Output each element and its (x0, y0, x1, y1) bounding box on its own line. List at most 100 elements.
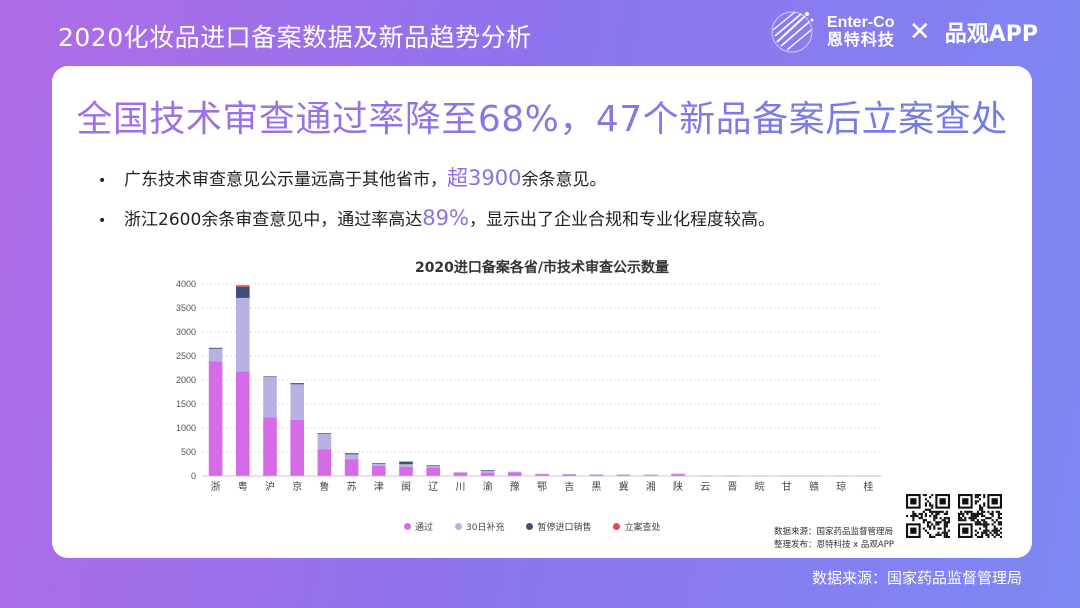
stacked-bar-chart: 0 500 1000 1500 2000 2500 3000 3500 4000 浙 粤 沪 京 鲁 苏 津 闽… (176, 279, 882, 493)
bullet-dot-icon: • (98, 173, 107, 189)
bar-segment (508, 472, 522, 476)
x-tick-label: 黑 (591, 481, 601, 493)
bar-segment (616, 474, 631, 476)
bar-segment (290, 383, 304, 385)
bar-segment (236, 285, 250, 287)
y-tick-label: 1500 (176, 399, 196, 409)
legend-swatch-icon (526, 523, 534, 530)
chart-credit: 数据来源：国家药品监督管理局 整理发布：恩特科技 x 品观APP (774, 526, 894, 552)
y-tick-label: 2000 (176, 375, 196, 385)
bullet-item: • 广东技术审查意见公示量远高于其他省市，超3900余条意见。 (98, 162, 775, 192)
y-tick-label: 0 (191, 471, 196, 481)
bar-segment (589, 474, 604, 476)
legend-item: 立案查处 (613, 520, 661, 533)
bullet-text: 广东技术审查意见公示量远高于其他省市， (124, 170, 447, 190)
brand-text: Enter-Co 恩特科技 (826, 14, 895, 49)
bar-segment (236, 286, 250, 298)
brand-area: Enter-Co 恩特科技 ✕ 品观APP (767, 8, 1038, 56)
qr-code-icon (906, 494, 950, 538)
x-tick-label: 晋 (727, 481, 737, 493)
bar-segment (208, 348, 223, 362)
x-tick-label: 粤 (238, 480, 248, 493)
x-tick-label: 渝 (483, 480, 493, 493)
bar-segment (317, 433, 332, 450)
x-tick-label: 豫 (510, 480, 520, 493)
bar-segment (508, 471, 522, 473)
bar-segment (616, 474, 631, 476)
bullet-text: ，显示出了企业合规和专业化程度较高。 (468, 210, 775, 230)
bar-segment (644, 474, 658, 476)
bar-segment (399, 464, 413, 467)
enterco-logo-icon (771, 11, 814, 53)
page-title: 2020化妆品进口备案数据及新品趋势分析 (58, 23, 532, 52)
partner-name: 品观APP (944, 22, 1038, 47)
bar-segment (263, 376, 277, 377)
legend-item: 30日补充 (455, 520, 504, 533)
x-tick-label: 川 (455, 482, 465, 493)
bar-segment (263, 417, 277, 476)
x-tick-label: 皖 (755, 480, 765, 493)
bar-segment (480, 472, 495, 476)
x-tick-label: 辽 (428, 481, 438, 493)
bar-segment (290, 384, 304, 420)
brand-name-en: Enter-Co (826, 14, 895, 32)
bar-segment (671, 473, 685, 475)
bullet-text: 浙江2600余条审查意见中，通过率高达 (124, 210, 423, 230)
x-tick-label: 浙 (211, 481, 221, 493)
bar-segment (453, 472, 468, 473)
bar-segment (236, 371, 250, 476)
bar-segment (480, 470, 495, 473)
y-tick-label: 2500 (176, 351, 196, 361)
x-tick-label: 甘 (782, 480, 792, 493)
bullet-highlight: 超3900 (447, 166, 522, 190)
legend-label: 30日补充 (466, 523, 505, 533)
bar-segment (480, 470, 495, 471)
x-tick-label: 闽 (401, 480, 411, 493)
bar-segment (344, 459, 359, 476)
x-tick-label: 湘 (646, 480, 656, 493)
bar-segment (426, 465, 440, 468)
bar-segment (372, 463, 386, 466)
legend-swatch-icon (455, 523, 463, 530)
legend-item: 通过 (404, 520, 433, 533)
bar-segment (535, 474, 549, 476)
x-tick-label: 赣 (809, 480, 819, 493)
bar-segment (208, 361, 223, 476)
x-tick-label: 京 (292, 480, 302, 493)
brand-name-cn: 恩特科技 (826, 30, 895, 49)
bar-segment (644, 474, 658, 476)
x-tick-label: 冀 (619, 480, 629, 493)
legend-swatch-icon (404, 523, 411, 530)
bar-segment (290, 419, 304, 476)
x-tick-label: 沪 (265, 480, 275, 493)
bar-segment (562, 474, 576, 475)
bar-segment (317, 449, 332, 476)
bar-segment (372, 465, 386, 476)
cross-icon: ✕ (908, 17, 931, 47)
x-tick-label: 鲁 (319, 480, 329, 493)
bar-segment (671, 474, 685, 476)
footer-source: 数据来源：国家药品监督管理局 (811, 569, 1022, 587)
bullet-list: • 广东技术审查意见公示量远高于其他省市，超3900余条意见。 • 浙江2600… (98, 162, 775, 243)
bar-segment (236, 297, 250, 372)
y-tick-label: 500 (181, 447, 196, 457)
bar-segment (535, 473, 549, 475)
bar-segment (426, 467, 440, 476)
x-tick-label: 桂 (863, 480, 873, 493)
headline: 全国技术审查通过率降至68%，47个新品备案后立案查处 (52, 90, 1032, 142)
bullet-text: 余条意见。 (521, 170, 607, 190)
legend-item: 暂停进口销售 (526, 520, 591, 533)
x-tick-label: 鄂 (537, 481, 547, 493)
x-tick-label: 琼 (836, 480, 846, 493)
bar-segment (344, 454, 359, 460)
x-tick-label: 津 (374, 481, 384, 493)
credit-publisher: 整理发布：恩特科技 x 品观APP (773, 540, 894, 551)
legend-label: 暂停进口销售 (537, 523, 592, 533)
legend-label: 通过 (415, 523, 434, 533)
credit-source: 数据来源：国家药品监督管理局 (773, 527, 893, 537)
bar-segment (562, 474, 576, 476)
bullet-item: • 浙江2600余条审查意见中，通过率高达89%，显示出了企业合规和专业化程度较… (98, 205, 775, 230)
x-tick-label: 吉 (564, 481, 574, 493)
bar-segment (589, 474, 604, 476)
chart-title: 2020进口备案各省/市技术审查公示数量 (414, 260, 670, 276)
